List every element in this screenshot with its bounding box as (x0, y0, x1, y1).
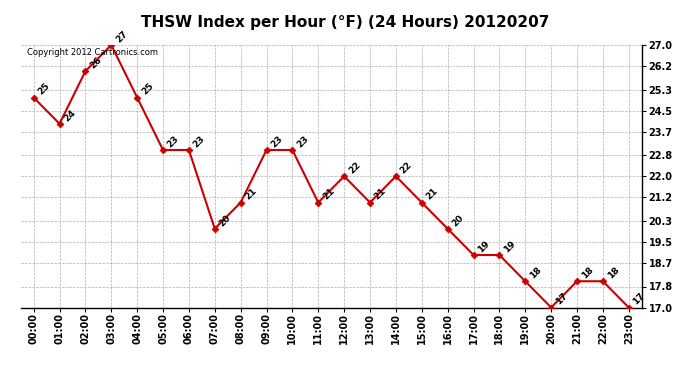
Text: 25: 25 (37, 81, 52, 97)
Text: THSW Index per Hour (°F) (24 Hours) 20120207: THSW Index per Hour (°F) (24 Hours) 2012… (141, 15, 549, 30)
Text: 21: 21 (424, 186, 440, 202)
Text: 25: 25 (140, 81, 155, 97)
Text: 21: 21 (321, 186, 336, 202)
Text: 17: 17 (631, 291, 647, 307)
Text: 20: 20 (451, 213, 466, 228)
Text: 20: 20 (217, 213, 233, 228)
Text: 22: 22 (347, 160, 362, 176)
Text: 21: 21 (373, 186, 388, 202)
Text: 18: 18 (580, 265, 595, 280)
Text: 18: 18 (606, 265, 621, 280)
Text: 26: 26 (88, 55, 104, 70)
Text: 19: 19 (476, 239, 491, 254)
Text: 23: 23 (295, 134, 310, 149)
Text: 19: 19 (502, 239, 518, 254)
Text: Copyright 2012 Cartronics.com: Copyright 2012 Cartronics.com (27, 48, 158, 57)
Text: 22: 22 (399, 160, 414, 176)
Text: 23: 23 (269, 134, 284, 149)
Text: 24: 24 (62, 108, 77, 123)
Text: 18: 18 (528, 265, 543, 280)
Text: 17: 17 (554, 291, 569, 307)
Text: 27: 27 (114, 29, 129, 44)
Text: 23: 23 (192, 134, 207, 149)
Text: 21: 21 (244, 186, 259, 202)
Text: 23: 23 (166, 134, 181, 149)
